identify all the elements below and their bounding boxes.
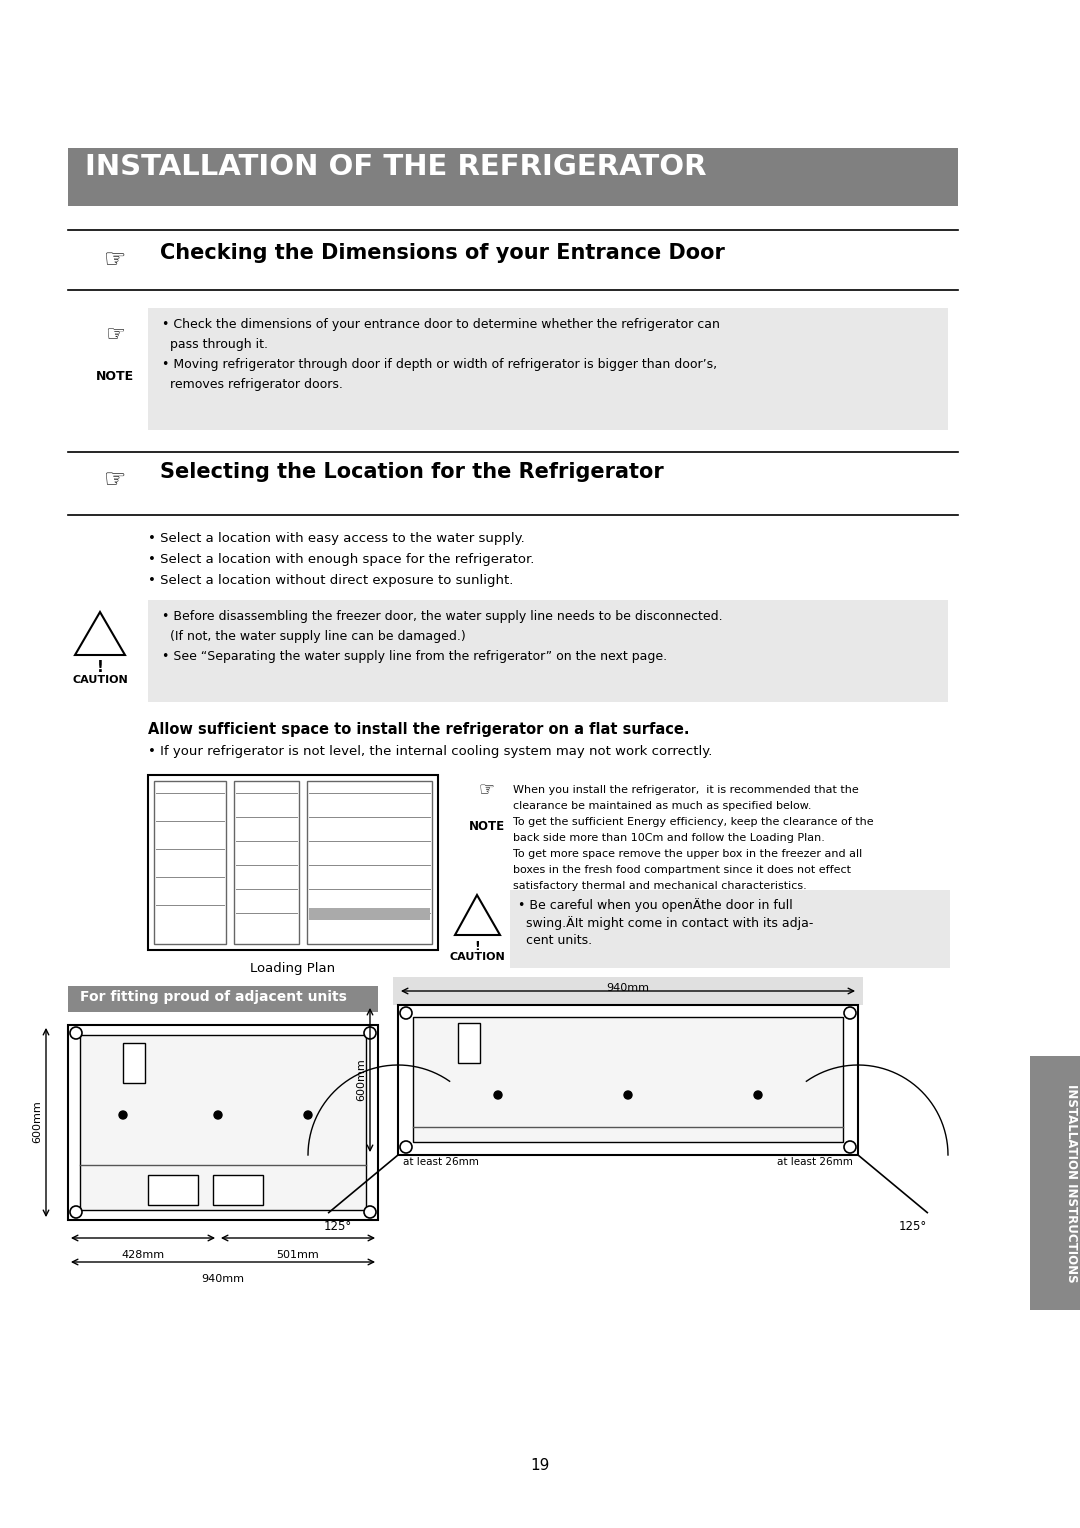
Text: • Before disassembling the freezer door, the water supply line needs to be disco: • Before disassembling the freezer door,… [162,610,723,623]
Text: removes refrigerator doors.: removes refrigerator doors. [162,377,342,391]
Text: 940mm: 940mm [202,1274,244,1284]
Text: at least 26mm: at least 26mm [403,1157,478,1167]
Circle shape [364,1206,376,1218]
Bar [148,1175,198,1206]
Circle shape [494,1091,502,1099]
Circle shape [364,1027,376,1039]
Text: swing.ÄIt might come in contact with its adja-: swing.ÄIt might come in contact with its… [518,915,813,931]
Bar [399,1005,858,1155]
Circle shape [400,1141,411,1154]
Polygon shape [75,613,125,656]
Text: Selecting the Location for the Refrigerator: Selecting the Location for the Refrigera… [160,461,664,481]
Text: !: ! [474,940,480,953]
Circle shape [303,1111,312,1118]
Text: CAUTION: CAUTION [72,675,127,685]
Bar [307,781,432,944]
Text: ☞: ☞ [478,779,495,798]
Bar [234,781,299,944]
Text: • If your refrigerator is not level, the internal cooling system may not work co: • If your refrigerator is not level, the… [148,746,713,758]
Text: • Be careful when you openÄthe door in full: • Be careful when you openÄthe door in f… [518,898,793,912]
Text: ☞: ☞ [104,248,126,272]
Text: ☞: ☞ [105,325,125,345]
Text: at least 26mm: at least 26mm [778,1157,853,1167]
Circle shape [400,1007,411,1019]
Text: ☞: ☞ [104,468,126,492]
Bar [309,908,430,920]
Text: 125°: 125° [324,1219,352,1233]
Bar [1030,1056,1080,1309]
Text: • Check the dimensions of your entrance door to determine whether the refrigerat: • Check the dimensions of your entrance … [162,318,720,332]
Circle shape [843,1141,856,1154]
Text: NOTE: NOTE [469,821,505,833]
Text: • Moving refrigerator through door if depth or width of refrigerator is bigger t: • Moving refrigerator through door if de… [162,358,717,371]
Text: 125°: 125° [899,1219,927,1233]
Text: • Select a location with enough space for the refrigerator.: • Select a location with enough space fo… [148,553,535,565]
Text: satisfactory thermal and mechanical characteristics.: satisfactory thermal and mechanical char… [513,882,807,891]
Bar [123,1044,145,1083]
Text: 428mm: 428mm [121,1250,164,1261]
Bar [458,1024,480,1063]
Text: 600mm: 600mm [356,1059,366,1102]
Text: back side more than 10Cm and follow the Loading Plan.: back side more than 10Cm and follow the … [513,833,825,843]
Text: • See “Separating the water supply line from the refrigerator” on the next page.: • See “Separating the water supply line … [162,649,667,663]
Circle shape [843,1007,856,1019]
Bar [68,1025,378,1219]
Text: • Select a location with easy access to the water supply.: • Select a location with easy access to … [148,532,525,545]
Text: 501mm: 501mm [276,1250,320,1261]
Circle shape [624,1091,632,1099]
Text: To get the sufficient Energy efficiency, keep the clearance of the: To get the sufficient Energy efficiency,… [513,817,874,827]
Circle shape [70,1027,82,1039]
Bar [148,775,438,950]
Bar [68,986,378,1012]
Text: (If not, the water supply line can be damaged.): (If not, the water supply line can be da… [162,630,465,643]
Text: NOTE: NOTE [96,370,134,384]
Text: • Select a location without direct exposure to sunlight.: • Select a location without direct expos… [148,575,513,587]
Text: clearance be maintained as much as specified below.: clearance be maintained as much as speci… [513,801,811,811]
Polygon shape [455,895,500,935]
Text: INSTALLATION INSTRUCTIONS: INSTALLATION INSTRUCTIONS [1066,1083,1079,1282]
Circle shape [214,1111,222,1118]
Text: 19: 19 [530,1458,550,1473]
Text: boxes in the fresh food compartment since it does not effect: boxes in the fresh food compartment sinc… [513,865,851,876]
Text: !: ! [96,660,104,675]
Bar [413,1018,843,1141]
Text: Loading Plan: Loading Plan [251,963,336,975]
Circle shape [70,1206,82,1218]
Text: cent units.: cent units. [518,934,592,947]
Text: To get more space remove the upper box in the freezer and all: To get more space remove the upper box i… [513,850,862,859]
Text: 940mm: 940mm [607,983,649,993]
Bar [68,148,958,206]
Text: Checking the Dimensions of your Entrance Door: Checking the Dimensions of your Entrance… [160,243,725,263]
Bar [154,781,226,944]
Text: 600mm: 600mm [32,1100,42,1143]
Bar [510,889,950,969]
Bar [213,1175,264,1206]
Text: pass through it.: pass through it. [162,338,268,351]
Text: For fitting proud of adjacent units: For fitting proud of adjacent units [80,990,347,1004]
Text: CAUTION: CAUTION [449,952,504,963]
Text: When you install the refrigerator,  it is recommended that the: When you install the refrigerator, it is… [513,785,859,795]
Circle shape [119,1111,127,1118]
Bar [393,976,863,1005]
Circle shape [754,1091,762,1099]
Bar [80,1034,366,1210]
Text: INSTALLATION OF THE REFRIGERATOR: INSTALLATION OF THE REFRIGERATOR [85,153,706,180]
Bar [148,309,948,429]
Bar [148,601,948,701]
Text: Allow sufficient space to install the refrigerator on a flat surface.: Allow sufficient space to install the re… [148,723,689,736]
